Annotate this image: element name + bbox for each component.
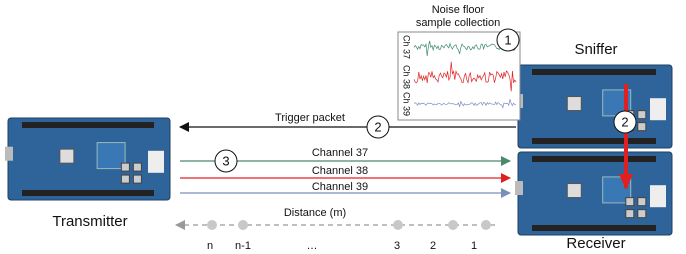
step-number: 2 [374, 119, 381, 134]
board-pins [532, 69, 656, 75]
distance-tick-label: n-1 [235, 240, 251, 252]
dev-board [515, 65, 672, 148]
board-chip [567, 97, 581, 111]
distance-point [448, 220, 458, 230]
step-marker: 2 [614, 111, 636, 133]
distance-tick-label: 2 [430, 240, 436, 252]
board-pins [532, 138, 656, 144]
distance-label: Distance (m) [284, 207, 346, 219]
step-marker: 2 [367, 116, 389, 138]
distance-point [481, 220, 491, 230]
device-label: Transmitter [52, 213, 127, 230]
dev-board [5, 118, 170, 200]
distance-point [238, 220, 248, 230]
distance-tick-label: 3 [394, 240, 400, 252]
board-pcb [518, 152, 672, 235]
step-number: 1 [504, 32, 511, 47]
link-label: Trigger packet [275, 112, 345, 124]
link-label: Channel 38 [312, 165, 368, 177]
board-connector [5, 147, 13, 161]
board-pins [22, 122, 154, 128]
board-button [638, 111, 646, 119]
board-button [638, 123, 646, 131]
board-pins [22, 190, 154, 196]
link-label: Channel 37 [312, 147, 368, 159]
board-button [638, 198, 646, 206]
board-pcb [518, 65, 672, 148]
board-button [121, 175, 129, 183]
device-label: Sniffer [574, 41, 617, 58]
board-sticker [650, 98, 666, 120]
board-sticker [650, 185, 666, 207]
step-number: 2 [621, 114, 628, 129]
board-button [133, 175, 141, 183]
step-marker: 3 [215, 150, 237, 172]
distance-point [393, 220, 403, 230]
board-button [638, 210, 646, 218]
board-pins [532, 225, 656, 231]
board-button [626, 198, 634, 206]
board-button [121, 163, 129, 171]
distance-point [207, 220, 217, 230]
channel-label: Ch 39 [402, 92, 412, 116]
board-chip [60, 149, 74, 163]
board-connector [515, 181, 523, 195]
distance-tick-label: … [307, 240, 318, 252]
step-number: 3 [222, 153, 229, 168]
board-button [133, 163, 141, 171]
link-label: Channel 39 [312, 181, 368, 193]
board-pcb [8, 118, 170, 200]
device-label: Receiver [566, 235, 625, 252]
board-button [626, 210, 634, 218]
dev-board [515, 152, 672, 235]
board-chip [567, 184, 581, 198]
step-marker: 1 [497, 29, 519, 51]
panel-title: Noise floor [432, 4, 485, 16]
channel-label: Ch 37 [402, 35, 412, 59]
channel-label: Ch 38 [402, 65, 412, 89]
board-sticker [148, 151, 164, 173]
distance-tick-label: n [207, 240, 213, 252]
board-pins [532, 156, 656, 162]
distance-tick-label: 1 [471, 240, 477, 252]
panel-title: sample collection [416, 17, 500, 29]
diagram: Noise floor sample collection Ch 37 Ch 3… [0, 0, 686, 254]
